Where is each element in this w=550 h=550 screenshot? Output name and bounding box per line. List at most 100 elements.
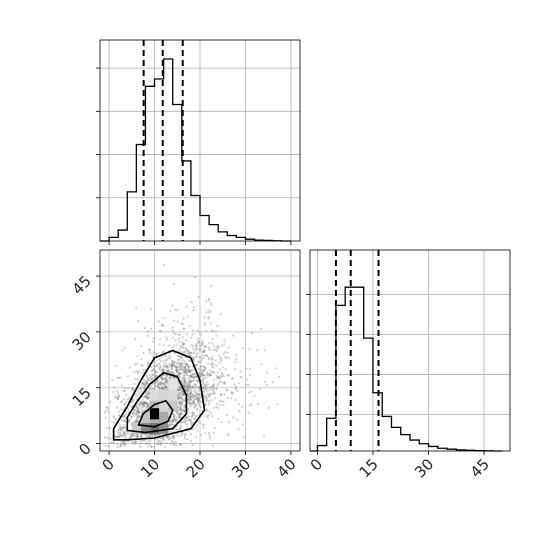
density-cell-12 — [159, 423, 169, 435]
scatter-point — [170, 371, 173, 374]
scatter-point — [196, 407, 199, 410]
scatter-point — [128, 366, 131, 369]
scatter-point — [170, 366, 173, 369]
scatter-point — [154, 365, 157, 368]
scatter-point — [183, 370, 186, 373]
scatter-point — [134, 440, 137, 443]
scatter-point — [188, 380, 191, 383]
scatter-point — [120, 440, 123, 443]
scatter-point — [187, 415, 190, 418]
scatter-point — [209, 310, 212, 313]
scatter-point — [146, 363, 149, 366]
scatter-point — [141, 372, 144, 375]
scatter-point — [207, 299, 210, 302]
scatter-point — [139, 439, 142, 442]
scatter-point — [195, 403, 198, 406]
scatter-point — [188, 370, 191, 373]
scatter-point — [146, 382, 149, 385]
scatter-point — [122, 389, 125, 393]
scatter-point — [139, 401, 142, 404]
scatter-point — [151, 387, 154, 390]
scatter-point — [190, 439, 193, 442]
scatter-point — [178, 415, 181, 418]
scatter-point — [209, 301, 212, 304]
scatter-point — [182, 342, 185, 346]
scatter-point — [186, 386, 189, 389]
scatter-point — [154, 441, 157, 444]
scatter-point — [220, 400, 223, 403]
scatter-point — [226, 351, 229, 354]
scatter-point — [174, 420, 177, 423]
scatter-point — [183, 406, 186, 409]
scatter-point — [180, 363, 183, 366]
scatter-point — [195, 344, 198, 347]
scatter-point — [200, 359, 203, 362]
scatter-point — [187, 365, 190, 368]
scatter-point — [179, 421, 182, 424]
scatter-point — [140, 358, 143, 361]
scatter-point — [157, 382, 160, 385]
scatter-point — [174, 360, 177, 364]
scatter-point — [210, 361, 214, 364]
scatter-point — [179, 407, 182, 410]
scatter-point — [191, 369, 194, 372]
scatter-point — [170, 423, 173, 426]
scatter-point — [118, 436, 121, 439]
scatter-point — [241, 423, 244, 426]
scatter-point — [210, 285, 213, 288]
scatter-point — [222, 375, 225, 378]
scatter-point — [184, 433, 187, 436]
scatter-point — [205, 385, 208, 388]
scatter-point — [278, 375, 281, 378]
scatter-point — [164, 383, 167, 386]
scatter-point — [126, 432, 129, 435]
scatter-point — [211, 337, 214, 341]
scatter-point — [192, 306, 195, 309]
scatter-point — [147, 397, 150, 401]
scatter-point — [217, 377, 220, 380]
scatter-point — [198, 386, 201, 389]
scatter-point — [181, 401, 184, 404]
scatter-point — [180, 399, 183, 402]
scatter-point — [189, 392, 192, 395]
scatter-point — [178, 361, 181, 365]
scatter-point — [183, 381, 186, 384]
scatter-point — [221, 373, 224, 376]
scatter-point — [195, 429, 198, 432]
scatter-point — [160, 368, 163, 371]
scatter-point — [189, 368, 192, 371]
scatter-point — [208, 401, 211, 404]
scatter-point — [219, 357, 222, 360]
scatter-point — [124, 387, 127, 390]
scatter-point — [183, 370, 186, 373]
scatter-point — [201, 350, 204, 353]
scatter-point — [187, 370, 190, 373]
scatter-point — [197, 361, 200, 364]
scatter-point — [106, 407, 110, 410]
scatter-point — [197, 367, 200, 370]
scatter-point — [116, 397, 119, 400]
scatter-point — [135, 394, 139, 397]
scatter-point — [217, 382, 220, 385]
scatter-point — [154, 373, 157, 376]
scatter-point — [145, 381, 148, 384]
scatter-point — [180, 367, 183, 370]
scatter-point — [142, 384, 145, 387]
scatter-point — [172, 420, 175, 423]
scatter-point — [160, 359, 163, 362]
scatter-point — [180, 412, 183, 415]
scatter-point — [201, 339, 204, 343]
scatter-point — [184, 369, 188, 372]
scatter-point — [197, 380, 200, 383]
scatter-point — [144, 395, 147, 398]
scatter-point — [159, 443, 162, 446]
scatter-point — [172, 434, 175, 437]
scatter-point — [251, 331, 254, 335]
scatter-point — [138, 442, 141, 446]
scatter-point — [171, 346, 174, 349]
scatter-point — [194, 402, 197, 406]
scatter-point — [118, 414, 121, 417]
scatter-point — [148, 351, 152, 354]
scatter-point — [121, 349, 124, 352]
scatter-point — [117, 410, 120, 413]
